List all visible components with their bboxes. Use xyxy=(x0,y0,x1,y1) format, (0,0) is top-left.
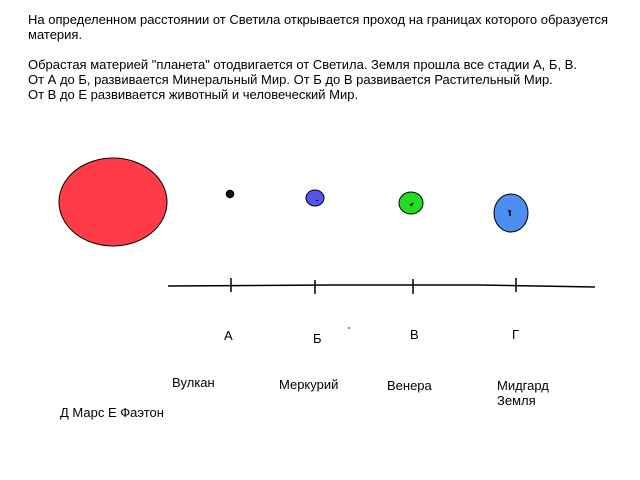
planet-b xyxy=(305,189,325,207)
stage-label-c: В xyxy=(410,327,419,342)
axis-line xyxy=(167,284,596,288)
intro-text: На определенном расстоянии от Светила от… xyxy=(28,12,608,42)
planet-name-a: Вулкан xyxy=(172,375,215,390)
description-line-2: От А до Б, развивается Минеральный Мир. … xyxy=(28,72,553,87)
description-text: Обрастая материей "планета" отодвигается… xyxy=(28,57,577,102)
footer-text: Д Марс Е Фаэтон xyxy=(60,405,164,420)
planet-c-mark xyxy=(409,202,414,207)
sun xyxy=(58,157,168,247)
planet-d-mark xyxy=(508,210,511,216)
planet-b-mark xyxy=(315,199,319,202)
intro-line-1: На определенном расстоянии от Светила от… xyxy=(28,12,609,27)
planet-name-b: Меркурий xyxy=(279,377,339,392)
intro-line-2: материя. xyxy=(28,27,83,42)
stage-label-d: Г xyxy=(512,327,520,342)
stage-label-a: А xyxy=(224,328,233,343)
planet-name-d-line-2: Земля xyxy=(497,393,536,408)
description-line-1: Обрастая материей "планета" отодвигается… xyxy=(28,57,577,72)
stray-dot xyxy=(348,327,350,329)
planet-name-d: Мидгард Земля xyxy=(497,378,549,408)
description-line-3: От В до Е развивается животный и человеч… xyxy=(28,87,359,102)
planet-a xyxy=(225,189,235,199)
planet-name-d-line-1: Мидгард xyxy=(497,378,549,393)
planet-c xyxy=(398,191,424,215)
stage-label-b: Б xyxy=(313,331,322,346)
planet-d xyxy=(493,193,529,233)
planet-name-c: Венера xyxy=(387,378,432,393)
